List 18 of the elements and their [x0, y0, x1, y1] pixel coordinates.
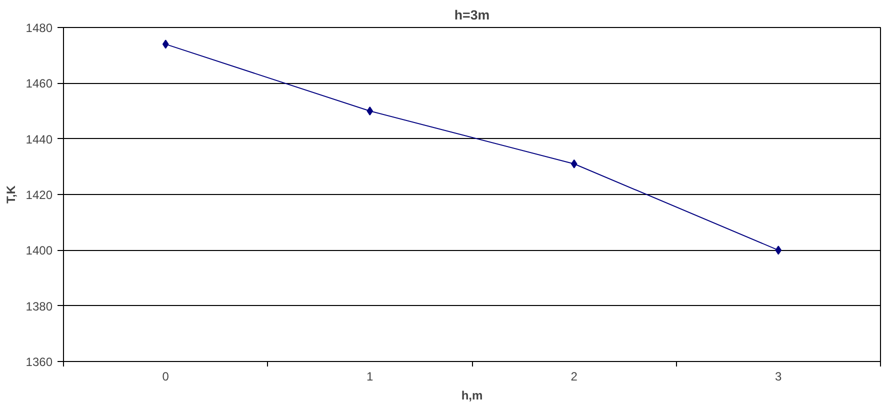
point	[366, 106, 374, 116]
y-tick-label: 1440	[26, 132, 53, 146]
x-tick-label: 3	[775, 370, 782, 384]
x-tick-label: 0	[162, 370, 170, 384]
chart-title: h=3m	[454, 8, 490, 22]
point	[570, 159, 578, 168]
y-tick-label: 1420	[26, 188, 53, 202]
point	[162, 40, 169, 49]
y-tick-label: 1460	[26, 76, 53, 91]
x-tick-label: 1	[366, 370, 374, 384]
y-tick-label: 1360	[26, 355, 53, 369]
y-tick-label: 1480	[26, 21, 53, 35]
y-axis-title: T,K	[4, 185, 18, 204]
point	[775, 246, 782, 255]
y-tick-label: 1400	[26, 244, 53, 258]
x-axis-title: h,m	[461, 388, 483, 402]
x-tick-label: 2	[570, 370, 578, 384]
y-tick-label: 1380	[26, 299, 53, 314]
